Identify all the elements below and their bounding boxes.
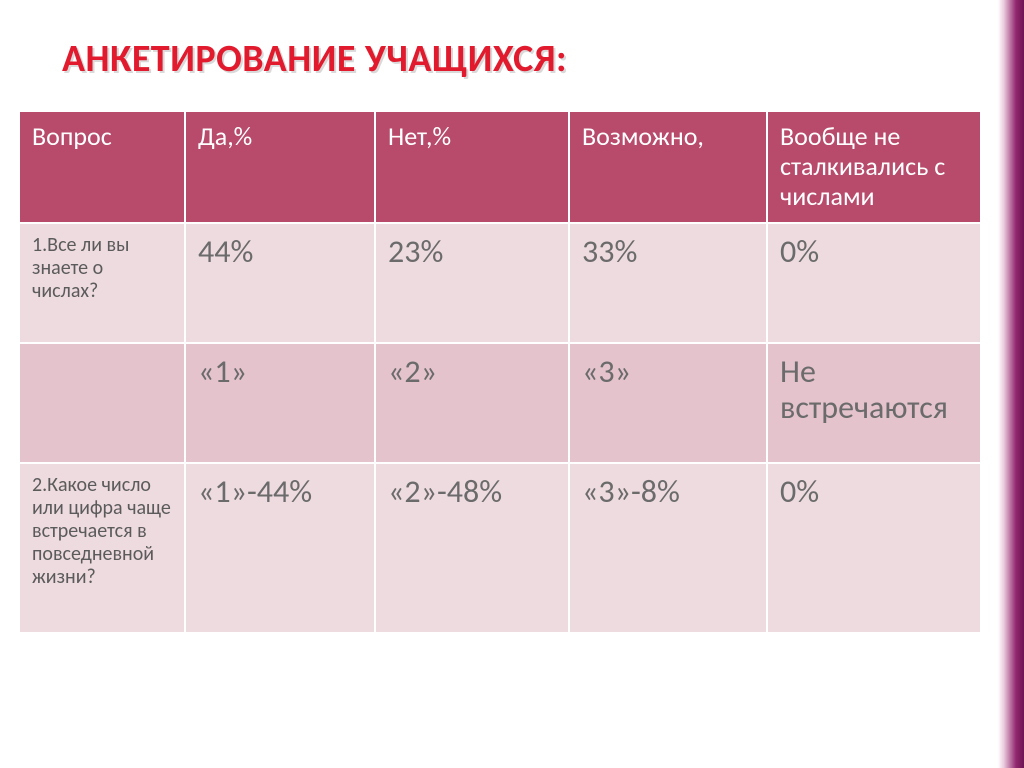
- cell-value: 0%: [767, 463, 981, 633]
- table-row: 1.Все ли вы знаете о числах? 44% 23% 33%…: [19, 223, 981, 343]
- cell-value: 44%: [185, 223, 375, 343]
- cell-question: 1.Все ли вы знаете о числах?: [19, 223, 185, 343]
- table-row: «1» «2» «3» Не встречаются: [19, 343, 981, 463]
- cell-value: 0%: [767, 223, 981, 343]
- cell-value: «2»-48%: [375, 463, 569, 633]
- table-header-row: Вопрос Да,% Нет,% Возможно, Вообще не ст…: [19, 111, 981, 223]
- right-accent-strip: [998, 0, 1024, 768]
- cell-value: «3»-8%: [569, 463, 767, 633]
- cell-value: 33%: [569, 223, 767, 343]
- cell-value: Не встречаются: [767, 343, 981, 463]
- table-row: 2.Какое число или цифра чаще встречается…: [19, 463, 981, 633]
- presentation-slide: АНКЕТИРОВАНИЕ УЧАЩИХСЯ: Вопрос Да,% Нет,…: [0, 0, 1024, 768]
- cell-question: [19, 343, 185, 463]
- col-header-never: Вообще не сталкивались с числами: [767, 111, 981, 223]
- cell-question: 2.Какое число или цифра чаще встречается…: [19, 463, 185, 633]
- col-header-maybe: Возможно,: [569, 111, 767, 223]
- col-header-question: Вопрос: [19, 111, 185, 223]
- survey-table: Вопрос Да,% Нет,% Возможно, Вообще не ст…: [18, 110, 982, 634]
- slide-title: АНКЕТИРОВАНИЕ УЧАЩИХСЯ:: [62, 36, 567, 82]
- col-header-no: Нет,%: [375, 111, 569, 223]
- cell-value: 23%: [375, 223, 569, 343]
- cell-value: «1»: [185, 343, 375, 463]
- cell-value: «1»-44%: [185, 463, 375, 633]
- cell-value: «3»: [569, 343, 767, 463]
- col-header-yes: Да,%: [185, 111, 375, 223]
- cell-value: «2»: [375, 343, 569, 463]
